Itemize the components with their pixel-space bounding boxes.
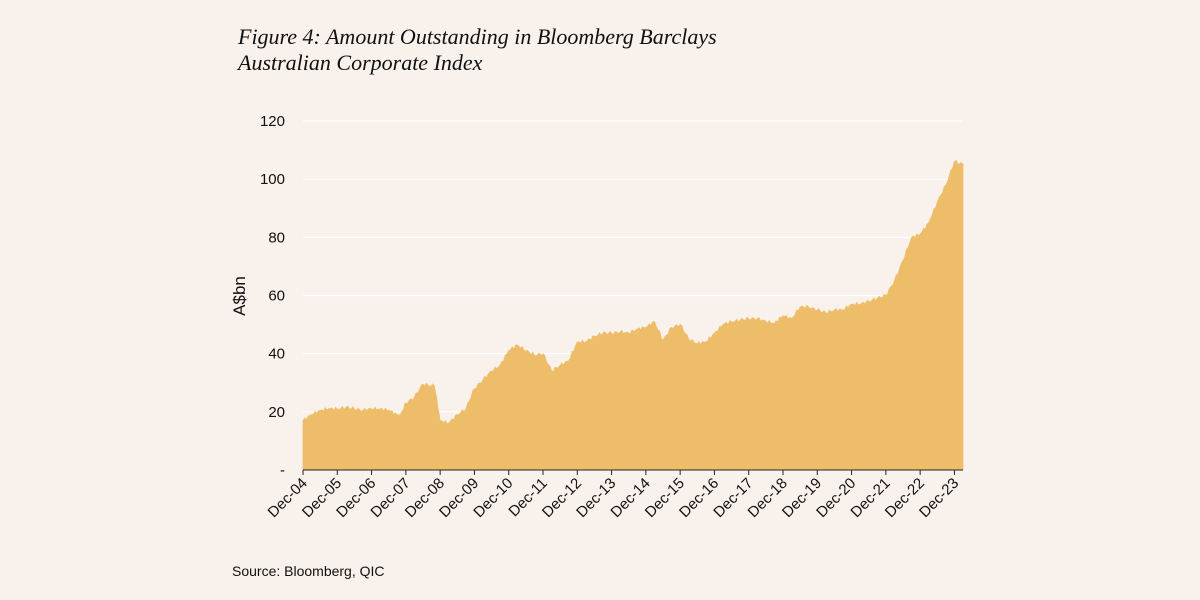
source-note: Source: Bloomberg, QIC	[232, 563, 385, 579]
y-tick-label: 60	[268, 288, 285, 305]
y-tick-label: 80	[268, 229, 285, 246]
y-tick-label: 20	[268, 404, 285, 421]
chart-title-line-1: Figure 4: Amount Outstanding in Bloomber…	[238, 24, 717, 49]
chart-title: Figure 4: Amount Outstanding in Bloomber…	[238, 24, 717, 76]
y-tick-label: -	[280, 462, 285, 479]
area-series	[302, 160, 964, 471]
chart-title-line-2: Australian Corporate Index	[238, 50, 483, 75]
y-tick-label: 40	[268, 346, 285, 363]
y-tick-label: 120	[260, 113, 285, 130]
area-chart: - 20 40 60 80 100 120 Dec-04Dec-05Dec-06Dec-07…	[230, 113, 964, 521]
y-axis-label: A$bn	[230, 276, 249, 316]
y-tick-label: 100	[260, 171, 285, 188]
x-tick-label: Dec-23	[916, 475, 962, 521]
x-tick-label: Dec-10	[470, 475, 516, 521]
x-axis: Dec-04Dec-05Dec-06Dec-07Dec-08Dec-09Dec-…	[265, 469, 963, 521]
y-axis-ticks: - 20 40 60 80 100 120	[260, 113, 285, 479]
